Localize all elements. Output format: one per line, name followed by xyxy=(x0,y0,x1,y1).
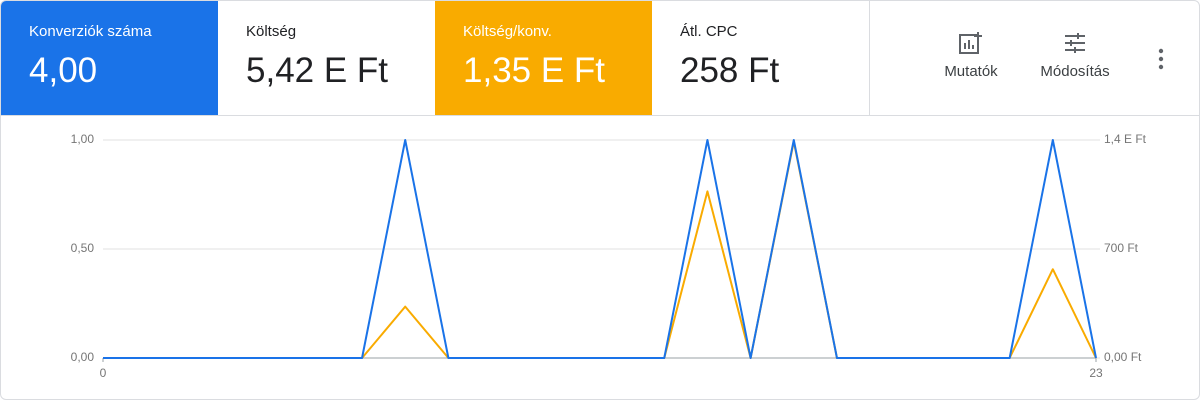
x-tick-label: 23 xyxy=(1089,366,1103,380)
metric-card[interactable]: Átl. CPC 258 Ft xyxy=(652,1,869,115)
button-label: Módosítás xyxy=(1040,63,1110,80)
adjust-icon xyxy=(1065,33,1085,53)
metric-label: Konverziók száma xyxy=(29,23,152,40)
metric-value: 258 Ft xyxy=(680,51,780,90)
x-tick-label: 0 xyxy=(100,366,107,380)
adjust-button[interactable]: Módosítás xyxy=(1025,31,1125,80)
separator xyxy=(869,1,870,115)
y-tick-label: 1,00 xyxy=(71,132,95,146)
button-label: Mutatók xyxy=(944,63,998,80)
divider xyxy=(1,115,1199,116)
series-line xyxy=(103,140,1097,359)
y2-tick-label: 0,00 Ft xyxy=(1104,350,1142,364)
metrics-icon xyxy=(959,32,982,54)
metric-value: 4,00 xyxy=(29,51,98,90)
metrics-button[interactable]: Mutatók xyxy=(921,31,1021,80)
metric-card[interactable]: Költség/konv. 1,35 E Ft xyxy=(435,1,652,115)
y-tick-label: 0,50 xyxy=(71,241,95,255)
metric-card[interactable]: Konverziók száma 4,00 xyxy=(1,1,218,115)
y2-tick-label: 1,4 E Ft xyxy=(1104,132,1147,146)
metric-label: Költség/konv. xyxy=(463,23,552,40)
metric-label: Átl. CPC xyxy=(680,23,738,40)
metric-value: 1,35 E Ft xyxy=(463,51,606,90)
y-tick-label: 0,00 xyxy=(71,350,95,364)
metric-card[interactable]: Költség 5,42 E Ft xyxy=(218,1,435,115)
metric-value: 5,42 E Ft xyxy=(246,51,389,90)
metric-label: Költség xyxy=(246,23,297,40)
y2-tick-label: 700 Ft xyxy=(1104,241,1139,255)
more-button[interactable] xyxy=(1151,47,1171,71)
series-line xyxy=(103,139,1097,359)
